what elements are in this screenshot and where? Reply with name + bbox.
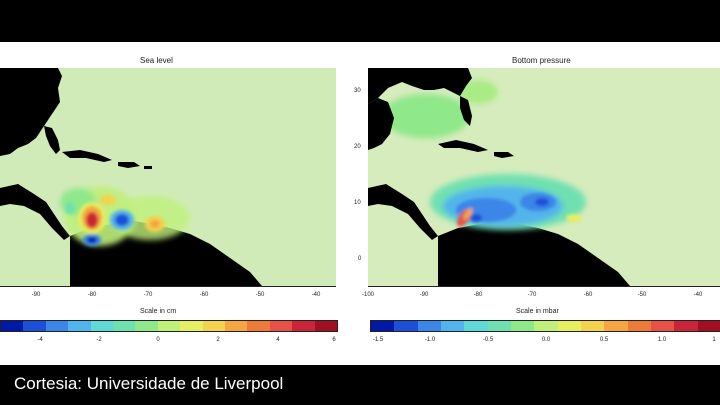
colorbar-swatch — [202, 321, 226, 331]
colorbar-swatch — [440, 321, 465, 331]
colorbar-swatch — [113, 321, 136, 331]
colorbar-swatch — [487, 321, 511, 331]
sea-level-scale-tick: 2 — [216, 337, 220, 343]
land-hispaniola — [118, 162, 140, 168]
sea-level-x-tick: -70 — [143, 292, 153, 298]
colorbar-swatch — [45, 321, 69, 331]
colorbar-swatch — [314, 321, 338, 331]
bottom-pressure-scale-tick: 0.0 — [541, 337, 551, 343]
bottom-pressure-map-svg — [368, 68, 720, 286]
bottom-pressure-scale-title: Scale in mbar — [516, 308, 559, 315]
colorbar-swatch — [371, 321, 395, 331]
bottom-pressure-x-tick: -90 — [419, 292, 429, 298]
bottom-pressure-y-tick: 0 — [358, 256, 362, 262]
bottom-pressure-x-tick: -80 — [473, 292, 483, 298]
sea-level-x-axis — [0, 286, 336, 287]
bottom-pressure-x-tick: -70 — [527, 292, 537, 298]
land-hispaniola — [494, 152, 514, 158]
land-florida — [460, 96, 472, 126]
bottom-pressure-x-tick: -100 — [361, 292, 375, 298]
land-cuba — [438, 140, 488, 152]
bottom-pressure-scale-tick: 1 — [712, 337, 716, 343]
sea-level-title: Sea level — [140, 56, 173, 65]
land-central-america — [0, 184, 70, 240]
bottom-pressure-scale-tick: 1.0 — [657, 337, 667, 343]
bottom-pressure-title: Bottom pressure — [512, 56, 571, 65]
bottom-pressure-x-axis — [368, 286, 720, 287]
sea-level-x-tick: -60 — [199, 292, 209, 298]
colorbar-swatch — [269, 321, 293, 331]
colorbar-swatch — [180, 321, 203, 331]
sea-level-x-tick: -50 — [255, 292, 265, 298]
sea-level-map — [0, 68, 336, 286]
bottom-pressure-y-tick: 30 — [354, 88, 361, 94]
land-mexico — [368, 98, 394, 150]
bottom-pressure-x-tick: -40 — [693, 292, 703, 298]
bottom-pressure-x-tick: -60 — [583, 292, 593, 298]
sea-level-colorbar — [0, 320, 338, 332]
colorbar-swatch — [604, 321, 628, 331]
colorbar-swatch — [697, 321, 720, 331]
colorbar-swatch — [157, 321, 181, 331]
colorbar-swatch — [417, 321, 441, 331]
bottom-pressure-scale-tick: -1.0 — [424, 337, 436, 343]
bottom-pressure-y-tick: 20 — [354, 144, 361, 150]
sea-level-x-tick: -40 — [311, 292, 321, 298]
colorbar-swatch — [627, 321, 651, 331]
colorbar-swatch — [510, 321, 535, 331]
colorbar-swatch — [650, 321, 675, 331]
bottom-pressure-scale-tick: -0.5 — [482, 337, 494, 343]
land-central-america — [368, 184, 438, 240]
sea-level-scale-title: Scale in cm — [140, 308, 177, 315]
bottom-pressure-scale-tick: -1.5 — [372, 337, 384, 343]
colorbar-swatch — [580, 321, 605, 331]
colorbar-swatch — [557, 321, 581, 331]
bottom-pressure-scale-tick: 0.5 — [599, 337, 609, 343]
colorbar-swatch — [247, 321, 270, 331]
land-puerto-rico — [144, 166, 152, 169]
colorbar-swatch — [464, 321, 488, 331]
colorbar-swatch — [1, 321, 24, 331]
colorbar-swatch — [68, 321, 91, 331]
colorbar-swatch — [225, 321, 248, 331]
sea-level-x-tick: -80 — [87, 292, 97, 298]
sea-level-scale-tick: -4 — [37, 337, 43, 343]
colorbar-swatch — [394, 321, 418, 331]
land-north-america — [0, 68, 62, 156]
land-cuba — [62, 150, 112, 162]
bottom-pressure-colorbar — [370, 320, 720, 332]
caption: Cortesia: Universidade de Liverpool — [14, 374, 284, 393]
colorbar-swatch — [135, 321, 158, 331]
land-florida — [44, 126, 60, 154]
sea-level-scale-tick: -2 — [96, 337, 102, 343]
colorbar-swatch — [534, 321, 558, 331]
bottom-pressure-y-tick: 10 — [354, 200, 361, 206]
sea-level-scale-tick: 6 — [332, 337, 336, 343]
land-north-america — [368, 68, 472, 104]
figure-canvas: Sea level — [0, 42, 720, 365]
colorbar-swatch — [292, 321, 315, 331]
land-south-america — [438, 220, 630, 286]
sea-level-scale-tick: 4 — [276, 337, 280, 343]
colorbar-swatch — [90, 321, 114, 331]
sea-level-scale-tick: 0 — [156, 337, 160, 343]
bottom-pressure-map — [368, 68, 720, 286]
colorbar-swatch — [674, 321, 698, 331]
sea-level-x-tick: -90 — [31, 292, 41, 298]
sea-level-map-svg — [0, 68, 336, 286]
colorbar-swatch — [23, 321, 46, 331]
bottom-pressure-x-tick: -50 — [637, 292, 647, 298]
